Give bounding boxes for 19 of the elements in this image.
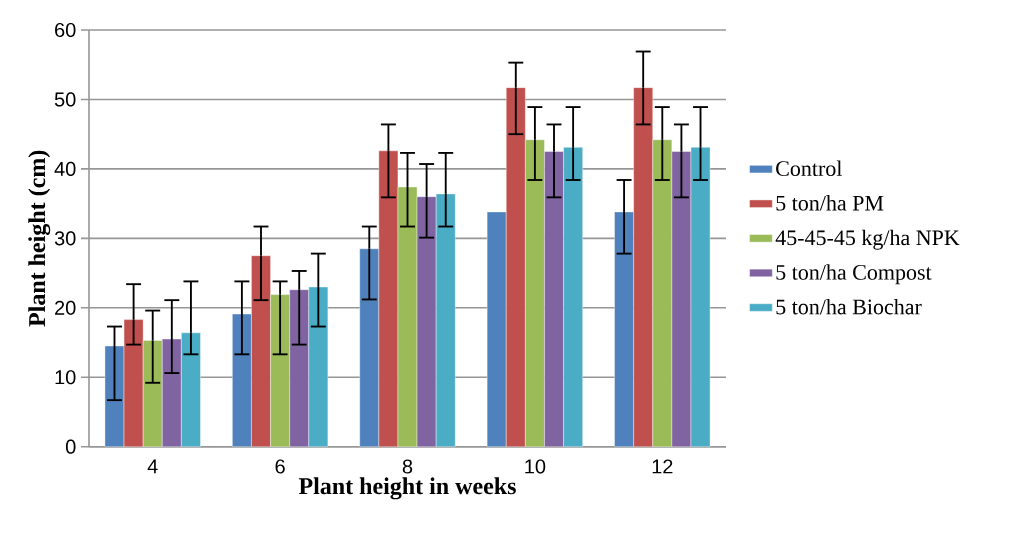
legend-label: 45-45-45 kg/ha NPK bbox=[775, 229, 960, 250]
x-tick-label: 12 bbox=[652, 459, 673, 474]
y-tick-label: 20 bbox=[55, 300, 76, 315]
legend-label: 5 ton/ha PM bbox=[776, 195, 884, 211]
y-tick-label: 40 bbox=[54, 161, 76, 176]
y-tick-label: 10 bbox=[55, 370, 76, 385]
y-axis-title: Plant height (cm) bbox=[28, 150, 51, 327]
x-axis-title: Plant height in weeks bbox=[298, 477, 516, 500]
y-tick-label: 50 bbox=[54, 92, 76, 107]
legend-label: 5 ton/ha Compost bbox=[776, 264, 932, 285]
x-tick-label: 4 bbox=[147, 459, 158, 474]
legend-label: 5 ton/ha Biochar bbox=[776, 298, 922, 315]
legend-label: Control bbox=[776, 160, 842, 176]
y-tick-label: 30 bbox=[54, 231, 76, 246]
x-tick-label: 6 bbox=[275, 459, 285, 474]
x-tick-label: 8 bbox=[402, 459, 413, 474]
x-tick-label: 10 bbox=[525, 459, 546, 474]
y-tick-label: 60 bbox=[55, 22, 76, 38]
y-tick-label: 0 bbox=[65, 439, 76, 454]
